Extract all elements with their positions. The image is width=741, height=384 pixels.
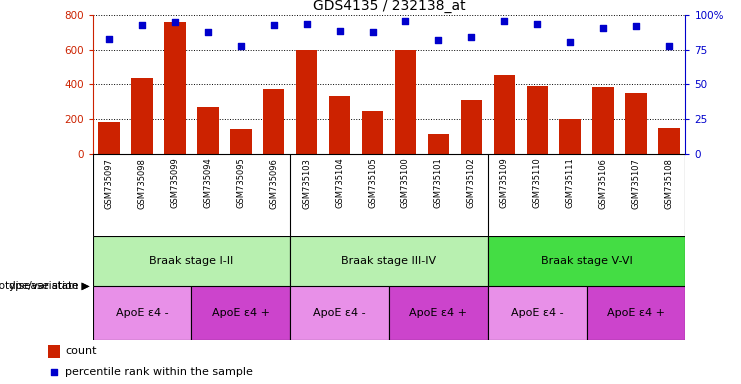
Point: [333, 28, 345, 34]
Title: GDS4135 / 232138_at: GDS4135 / 232138_at: [313, 0, 465, 13]
Text: GSM735102: GSM735102: [467, 158, 476, 209]
Text: GSM735095: GSM735095: [236, 158, 245, 209]
Bar: [329, 96, 350, 154]
Bar: [658, 128, 679, 154]
Point: [531, 21, 543, 27]
Point: [48, 369, 60, 375]
Bar: [290, 236, 488, 286]
Point: [663, 43, 675, 49]
Bar: [494, 75, 515, 154]
Bar: [197, 107, 219, 154]
Text: GSM735101: GSM735101: [434, 158, 443, 209]
Bar: [48, 345, 60, 358]
Point: [499, 18, 511, 24]
Text: GSM735109: GSM735109: [499, 158, 509, 209]
Point: [268, 22, 279, 28]
Bar: [362, 111, 383, 154]
Bar: [93, 286, 191, 340]
Point: [202, 29, 214, 35]
Text: ApoE ε4 +: ApoE ε4 +: [212, 308, 270, 318]
Bar: [296, 50, 317, 154]
Text: GSM735104: GSM735104: [335, 158, 344, 209]
Text: ApoE ε4 +: ApoE ε4 +: [410, 308, 468, 318]
Bar: [461, 100, 482, 154]
Point: [136, 22, 148, 28]
Point: [597, 25, 609, 31]
Text: ApoE ε4 +: ApoE ε4 +: [607, 308, 665, 318]
Text: Braak stage I-II: Braak stage I-II: [149, 256, 233, 266]
Text: GSM735107: GSM735107: [631, 158, 640, 209]
Text: ApoE ε4 -: ApoE ε4 -: [313, 308, 366, 318]
Point: [103, 36, 115, 42]
Text: Braak stage V-VI: Braak stage V-VI: [541, 256, 633, 266]
Text: GSM735108: GSM735108: [665, 158, 674, 209]
Text: GSM735105: GSM735105: [368, 158, 377, 209]
Text: ApoE ε4 -: ApoE ε4 -: [511, 308, 564, 318]
Point: [630, 23, 642, 30]
Point: [367, 29, 379, 35]
Point: [235, 43, 247, 49]
Bar: [165, 22, 186, 154]
Bar: [263, 89, 285, 154]
Text: ApoE ε4 -: ApoE ε4 -: [116, 308, 168, 318]
Bar: [587, 286, 685, 340]
Text: GSM735106: GSM735106: [599, 158, 608, 209]
Bar: [559, 119, 581, 154]
Point: [399, 18, 411, 24]
Text: GSM735100: GSM735100: [401, 158, 410, 209]
Point: [301, 21, 313, 27]
Point: [433, 37, 445, 43]
Text: genotype/variation ▶: genotype/variation ▶: [0, 281, 90, 291]
Text: percentile rank within the sample: percentile rank within the sample: [65, 367, 253, 377]
Bar: [389, 286, 488, 340]
Bar: [131, 78, 153, 154]
Text: count: count: [65, 346, 96, 356]
Point: [564, 38, 576, 45]
Bar: [592, 87, 614, 154]
Bar: [93, 236, 290, 286]
Bar: [488, 286, 587, 340]
Point: [465, 35, 477, 41]
Text: Braak stage III-IV: Braak stage III-IV: [342, 256, 436, 266]
Bar: [625, 93, 647, 154]
Point: [169, 19, 181, 25]
Text: GSM735096: GSM735096: [269, 158, 279, 209]
Bar: [395, 50, 416, 154]
Bar: [488, 236, 685, 286]
Bar: [527, 86, 548, 154]
Text: disease state ▶: disease state ▶: [9, 281, 90, 291]
Text: GSM735099: GSM735099: [170, 158, 179, 209]
Bar: [191, 286, 290, 340]
Bar: [290, 286, 389, 340]
Text: GSM735111: GSM735111: [565, 158, 575, 209]
Text: GSM735110: GSM735110: [533, 158, 542, 209]
Text: GSM735103: GSM735103: [302, 158, 311, 209]
Bar: [230, 129, 251, 154]
Bar: [428, 134, 449, 154]
Text: GSM735094: GSM735094: [203, 158, 213, 209]
Bar: [99, 122, 120, 154]
Text: GSM735098: GSM735098: [138, 158, 147, 209]
Text: GSM735097: GSM735097: [104, 158, 113, 209]
